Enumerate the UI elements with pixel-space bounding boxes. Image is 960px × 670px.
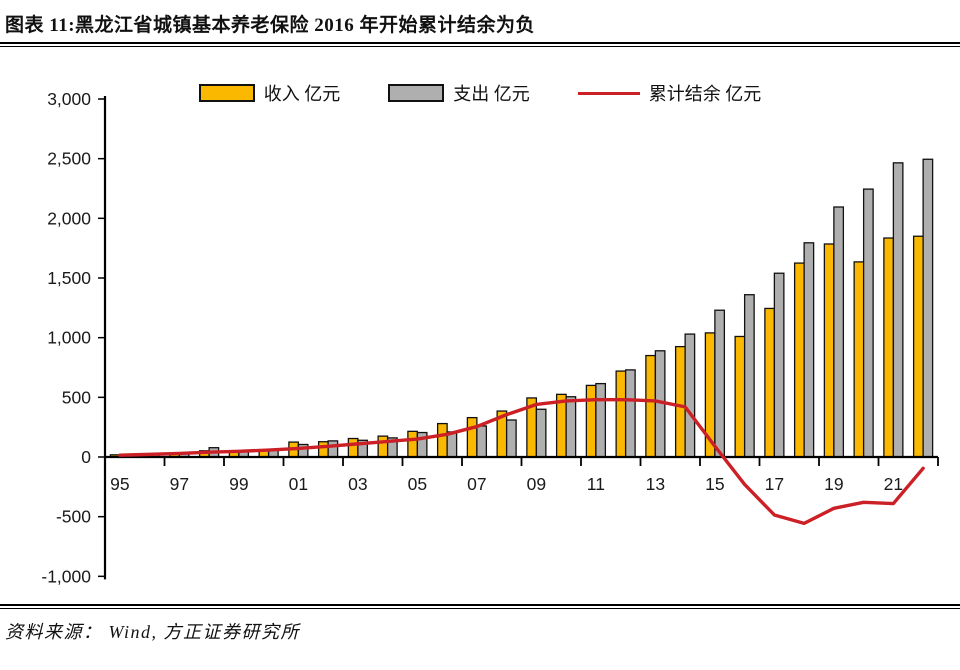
legend-item-balance: 累计结余 亿元 [577,80,762,106]
legend-item-income: 收入 亿元 [198,80,341,106]
svg-text:-1,000: -1,000 [41,566,91,586]
svg-text:15: 15 [705,474,724,494]
svg-text:1,000: 1,000 [47,328,91,348]
legend-label-income: 收入 亿元 [263,84,341,104]
svg-text:13: 13 [646,474,665,494]
svg-text:-500: -500 [56,507,91,527]
legend-label-balance: 累计结余 亿元 [648,84,762,104]
svg-text:09: 09 [527,474,546,494]
legend-label-expense: 支出 亿元 [453,84,530,104]
svg-text:07: 07 [467,474,486,494]
svg-text:97: 97 [170,474,189,494]
y-axis-ticks: -1,000 -500 0 500 1,000 1,500 2,000 2,500 3,000 [41,89,105,586]
balance-line [118,398,925,526]
svg-text:17: 17 [765,474,784,494]
x-axis-ticks [104,457,939,466]
source-note: 资料来源： Wind, 方正证券研究所 [5,622,301,642]
title-divider [0,42,960,47]
svg-text:19: 19 [824,474,843,494]
svg-text:3,000: 3,000 [47,89,91,109]
legend-item-expense: 支出 亿元 [388,80,530,106]
balance-line-swatch [577,91,640,95]
figure-title: 图表 11:黑龙江省城镇基本养老保险 2016 年开始累计结余为负 [5,15,536,36]
svg-text:95: 95 [110,474,129,494]
income-bar-swatch [198,84,255,102]
combo-chart: -1,000 -500 0 500 1,000 1,500 2,000 2,500 3,000 9… [41,89,939,586]
svg-text:03: 03 [348,474,367,494]
svg-text:11: 11 [587,474,605,494]
svg-text:2,500: 2,500 [47,149,91,169]
svg-text:2,000: 2,000 [47,208,91,228]
svg-text:1,500: 1,500 [47,268,91,288]
svg-text:21: 21 [884,474,903,494]
expense-bar-swatch [388,84,445,102]
x-axis-labels: 95 97 99 01 03 05 07 09 11 13 15 17 19 21 [110,474,903,494]
svg-text:05: 05 [408,474,427,494]
svg-text:99: 99 [229,474,248,494]
chart-legend: 收入 亿元 支出 亿元 累计结余 亿元 [0,80,960,106]
footer-divider [0,604,960,609]
svg-text:500: 500 [62,387,91,407]
svg-text:0: 0 [81,447,91,467]
svg-text:01: 01 [289,474,308,494]
expense-bars [119,158,934,458]
